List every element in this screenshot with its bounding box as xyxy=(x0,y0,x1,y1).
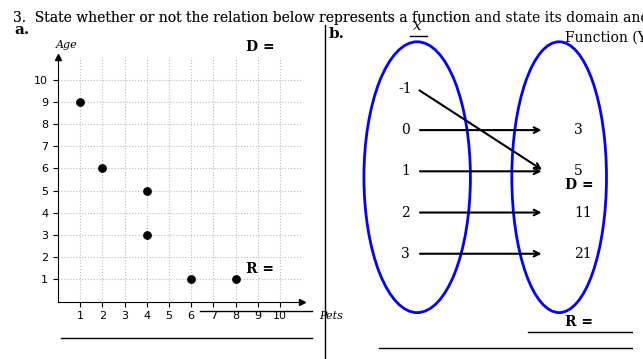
Text: D =: D = xyxy=(246,40,275,54)
Text: 0: 0 xyxy=(401,123,410,137)
Point xyxy=(75,99,86,105)
Text: 21: 21 xyxy=(574,247,592,261)
Text: 1: 1 xyxy=(401,164,410,178)
Point xyxy=(230,276,240,282)
Text: Pets: Pets xyxy=(320,311,343,321)
Text: Age: Age xyxy=(55,40,77,50)
Text: x: x xyxy=(413,19,422,33)
Point xyxy=(141,232,152,238)
Text: Function (YES or NO)?: Function (YES or NO)? xyxy=(565,31,643,45)
Text: 11: 11 xyxy=(574,206,592,219)
Point xyxy=(97,165,107,171)
Point xyxy=(186,276,196,282)
Text: 3.  State whether or not the relation below represents a function: 3. State whether or not the relation bel… xyxy=(13,11,475,25)
Text: a.: a. xyxy=(14,23,29,37)
Text: 2: 2 xyxy=(401,206,410,219)
Text: 3.  State whether or not the relation below represents a function: 3. State whether or not the relation bel… xyxy=(13,11,475,25)
Text: R =: R = xyxy=(565,315,593,329)
Text: 3.  State whether or not the relation below represents a function and state its : 3. State whether or not the relation bel… xyxy=(13,11,643,25)
Point xyxy=(141,188,152,194)
Text: 3: 3 xyxy=(574,123,583,137)
Text: D =: D = xyxy=(565,178,593,192)
Text: 5: 5 xyxy=(574,164,583,178)
Text: -1: -1 xyxy=(399,82,412,96)
Text: 3: 3 xyxy=(401,247,410,261)
Text: b.: b. xyxy=(329,27,345,41)
Text: R =: R = xyxy=(246,262,275,276)
